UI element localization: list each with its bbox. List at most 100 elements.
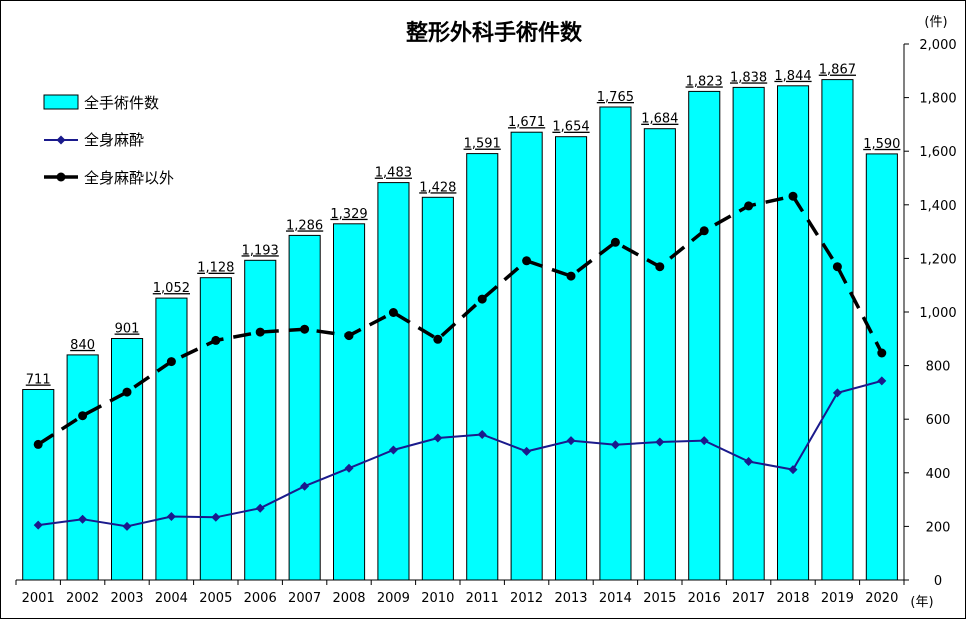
bar-value-label: 1,052: [153, 281, 190, 296]
x-tick-label: 2013: [554, 591, 587, 606]
legend-marker-other: [56, 172, 66, 182]
bar-value-label: 1,590: [863, 137, 900, 152]
y-tick-label: 1,600: [919, 145, 956, 160]
x-axis-unit: (年): [910, 595, 933, 610]
y-tick-label: 200: [926, 520, 951, 535]
bar-value-label: 1,428: [419, 180, 456, 195]
general-anesthesia-point-2020: [877, 376, 887, 386]
non-general-anesthesia-point-2019: [832, 262, 842, 272]
general-anesthesia-point-2011: [477, 430, 487, 439]
legend-marker-general: [56, 135, 66, 145]
bar-2002: [66, 354, 99, 581]
general-anesthesia-point-2004: [166, 512, 176, 521]
non-general-anesthesia-point-2012: [522, 256, 532, 266]
bar-2011: [466, 153, 499, 581]
bar-2016: [688, 90, 721, 581]
general-anesthesia-point-2019: [832, 388, 842, 398]
y-tick-label: 1,000: [919, 306, 956, 321]
non-general-anesthesia-point-2015: [655, 262, 665, 272]
bar-2015: [643, 128, 676, 581]
bar-value-label: 1,838: [730, 70, 767, 85]
non-general-anesthesia-line: [37, 194, 884, 446]
non-general-anesthesia-point-2017: [744, 201, 754, 211]
general-anesthesia-point-2003: [122, 521, 132, 531]
x-tick-label: 2012: [510, 591, 543, 606]
bar-value-label: 1,286: [286, 218, 323, 233]
general-anesthesia-point-2012: [522, 446, 532, 456]
non-general-anesthesia-point-2002: [78, 411, 88, 421]
bar-2009: [377, 182, 410, 581]
bar-value-label: 840: [70, 338, 95, 353]
bar-2010: [421, 196, 454, 581]
x-tick-label: 2016: [688, 591, 721, 606]
y-tick-label: 800: [926, 360, 951, 375]
general-anesthesia-point-2015: [655, 437, 665, 447]
general-anesthesia-point-2006: [255, 503, 265, 513]
bar-value-label: 1,671: [508, 115, 545, 130]
bar-value-label: 1,329: [330, 207, 367, 222]
y-tick-label: 2,000: [919, 38, 956, 53]
non-general-anesthesia-point-2001: [33, 439, 43, 449]
general-anesthesia-line: [38, 379, 883, 528]
axes: 0 200 400 600 800 1,000 1,200 1,400 1,600 1,800 2,…: [15, 38, 957, 606]
bar-2006: [244, 259, 277, 581]
bar-value-label: 1,654: [552, 120, 589, 135]
bar-2007: [288, 234, 321, 581]
general-anesthesia-point-2017: [744, 457, 754, 466]
y-tick-label: 1,400: [919, 199, 956, 214]
bar-2013: [555, 136, 588, 581]
y-tick-label: 1,800: [919, 92, 956, 107]
bar-2020: [865, 153, 898, 581]
bar-2014: [599, 106, 632, 581]
x-tick-label: 2006: [244, 591, 277, 606]
bar-value-label: 1,591: [464, 137, 501, 152]
legend-swatch-total: [43, 94, 79, 110]
non-general-anesthesia-point-2014: [610, 237, 620, 247]
legend-label-general: 全身麻酔: [84, 131, 144, 149]
legend-label-total: 全手術件数: [84, 94, 159, 112]
x-tick-label: 2018: [776, 591, 809, 606]
bar-value-label: 1,193: [242, 243, 279, 258]
non-general-anesthesia-point-2018: [788, 191, 798, 201]
y-tick-label: 400: [926, 467, 951, 482]
non-general-anesthesia-point-2013: [566, 271, 576, 281]
bar-value-label: 1,483: [375, 166, 412, 181]
bar-value-label: 901: [115, 322, 140, 337]
general-anesthesia-point-2002: [78, 514, 88, 524]
bar-value-label: 1,823: [686, 74, 723, 89]
x-tick-label: 2010: [421, 591, 454, 606]
non-general-anesthesia-point-2016: [699, 226, 709, 236]
bar-2018: [777, 85, 810, 581]
non-general-anesthesia-point-2006: [255, 327, 265, 337]
non-general-anesthesia-point-2003: [122, 387, 132, 397]
bar-value-label: 1,867: [819, 63, 856, 78]
x-tick-label: 2009: [377, 591, 410, 606]
non-general-anesthesia-point-2009: [388, 308, 398, 317]
x-tick-label: 2011: [466, 591, 499, 606]
legend-label-other: 全身麻酔以外: [84, 169, 174, 187]
x-tick-label: 2020: [865, 591, 898, 606]
general-anesthesia-point-2005: [211, 512, 221, 522]
general-anesthesia-point-2007: [300, 481, 310, 491]
bar-2012: [510, 131, 543, 581]
x-tick-label: 2002: [66, 591, 99, 606]
bar-2008: [333, 223, 366, 581]
y-tick-label: 600: [926, 413, 951, 428]
x-tick-label: 2005: [199, 591, 232, 606]
bar-labels: 711 840 901 1,052 1,128 1,193 1,286 1,329 1,483 1…: [26, 63, 901, 388]
bar-series: [22, 79, 898, 581]
x-tick-label: 2004: [155, 591, 188, 606]
bar-value-label: 711: [26, 373, 51, 388]
non-general-anesthesia-point-2005: [211, 335, 221, 345]
x-tick-label: 2015: [643, 591, 676, 606]
general-anesthesia-point-2018: [788, 465, 798, 475]
general-anesthesia-point-2013: [566, 436, 576, 446]
bar-value-label: 1,844: [774, 69, 811, 84]
bar-2001: [22, 389, 55, 581]
bar-value-label: 1,765: [597, 90, 634, 105]
bar-value-label: 1,128: [197, 261, 234, 276]
line-series: [33, 191, 887, 531]
non-general-anesthesia-point-2008: [344, 331, 354, 341]
general-anesthesia-point-2001: [33, 520, 43, 530]
